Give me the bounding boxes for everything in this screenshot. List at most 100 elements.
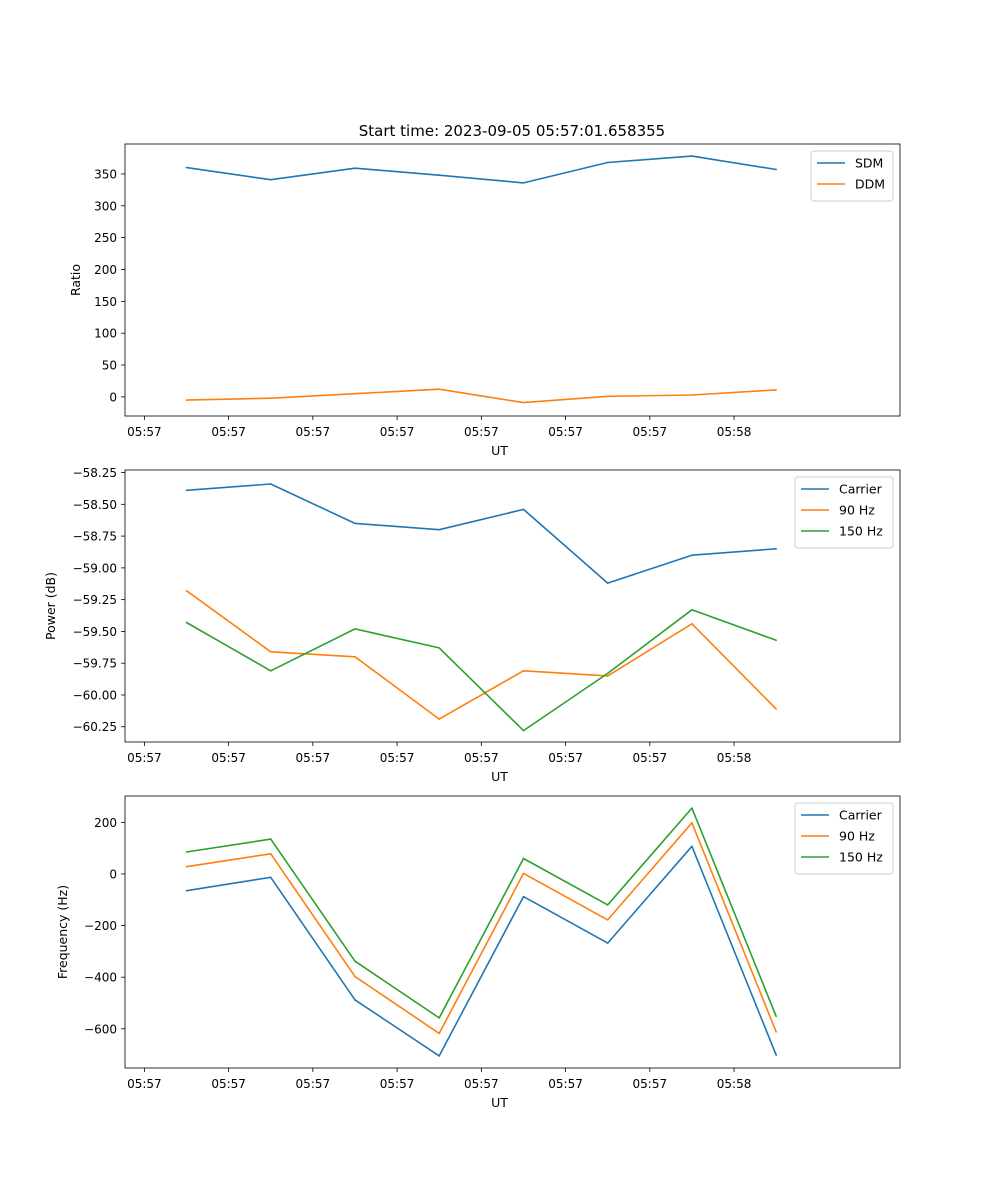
frequency-data-point: [606, 919, 609, 921]
power-series-carrier-line: [186, 483, 777, 584]
power-data-point: [185, 489, 188, 492]
frequency-data-point: [775, 1015, 777, 1018]
power-legend-label: 90 Hz: [839, 503, 875, 518]
frequency-x-tick-label: 05:57: [633, 1077, 668, 1091]
ratio-legend-label: SDM: [855, 156, 883, 171]
power-data-point: [691, 554, 693, 556]
power-data-point: [522, 670, 525, 672]
frequency-series-150-hz-line: [186, 807, 777, 1019]
ratio-data-point: [269, 397, 272, 399]
power-panel: 05:57 05:57 05:57 05:57 05:57 05:57 05:57 05:58…: [43, 466, 901, 784]
frequency-data-point: [775, 1054, 777, 1056]
power-data-point: [354, 522, 356, 525]
power-x-tick-label: 05:57: [296, 751, 331, 765]
power-legend-label: Carrier: [839, 482, 883, 497]
frequency-data-point: [691, 822, 693, 824]
frequency-x-tick-label: 05:57: [127, 1077, 162, 1091]
ratio-y-tick-label: 0: [109, 390, 117, 404]
frequency-data-point: [691, 807, 693, 809]
ratio-series-ddm-line: [186, 388, 777, 404]
power-data-point: [775, 708, 777, 710]
frequency-data-point: [185, 889, 188, 892]
ratio-y-axis-label: Ratio: [68, 264, 83, 296]
power-legend-label: 150 Hz: [839, 524, 883, 539]
power-data-point: [691, 622, 693, 625]
frequency-legend-label: Carrier: [839, 808, 883, 823]
ratio-data-point: [775, 389, 777, 391]
power-data-point: [606, 672, 609, 675]
frequency-data-point: [269, 876, 272, 879]
power-data-point: [354, 628, 356, 630]
frequency-data-point: [438, 1055, 441, 1057]
power-data-point: [185, 589, 188, 592]
power-data-point: [606, 582, 609, 584]
power-data-point: [354, 656, 356, 658]
power-data-point: [269, 670, 272, 672]
ratio-x-axis-label: UT: [491, 443, 508, 458]
frequency-x-tick-label: 05:57: [548, 1077, 583, 1091]
ratio-axes-frame: [124, 143, 901, 417]
power-data-point: [269, 483, 272, 485]
ratio-x-tick-label: 05:57: [633, 425, 668, 439]
ratio-data-point: [354, 167, 356, 170]
power-data-point: [438, 528, 441, 531]
ratio-data-point: [438, 174, 441, 177]
frequency-legend-label: 150 Hz: [839, 850, 883, 865]
power-y-tick-label: −58.50: [73, 498, 117, 512]
frequency-data-point: [606, 942, 609, 944]
ratio-y-tick-label: 200: [94, 263, 117, 277]
ratio-x-tick-label: 05:58: [717, 425, 752, 439]
power-data-point: [522, 508, 525, 511]
frequency-data-point: [354, 999, 356, 1001]
frequency-legend-label: 90 Hz: [839, 829, 875, 844]
frequency-x-tick-label: 05:57: [211, 1077, 246, 1091]
power-y-tick-label: −58.25: [73, 466, 117, 480]
frequency-data-point: [522, 872, 525, 875]
ratio-data-point: [775, 168, 777, 171]
frequency-x-axis-label: UT: [491, 1095, 508, 1110]
power-y-tick-label: −59.25: [73, 593, 117, 607]
frequency-series-90-hz-line: [186, 821, 777, 1035]
figure-title: Start time: 2023-09-05 05:57:01.658355: [359, 122, 665, 140]
power-y-tick-label: −59.50: [73, 625, 117, 639]
ratio-data-point: [691, 155, 693, 157]
frequency-data-point: [185, 851, 188, 853]
frequency-x-tick-label: 05:57: [380, 1077, 415, 1091]
frequency-data-point: [185, 865, 188, 868]
power-y-tick-label: −59.00: [73, 561, 117, 575]
frequency-data-point: [269, 838, 272, 840]
ratio-x-tick-label: 05:57: [464, 425, 499, 439]
power-data-point: [269, 650, 272, 653]
ratio-x-tick-label: 05:57: [296, 425, 331, 439]
frequency-x-tick-label: 05:58: [717, 1077, 752, 1091]
frequency-y-tick-label: 0: [109, 867, 117, 881]
power-axes-frame: [124, 469, 901, 743]
power-data-point: [606, 675, 609, 677]
power-x-tick-label: 05:57: [633, 751, 668, 765]
power-y-tick-label: −60.00: [73, 688, 117, 702]
ratio-y-tick-label: 350: [94, 167, 117, 181]
ratio-legend-label: DDM: [855, 177, 885, 192]
frequency-y-tick-label: −400: [84, 971, 117, 985]
frequency-legend: Carrier 90 Hz 150 Hz: [794, 802, 894, 875]
power-x-tick-label: 05:57: [211, 751, 246, 765]
ratio-data-point: [354, 392, 356, 395]
frequency-data-point: [691, 845, 693, 848]
frequency-data-point: [522, 895, 525, 898]
frequency-y-tick-label: −600: [84, 1022, 117, 1036]
power-data-point: [438, 647, 441, 649]
power-data-point: [775, 548, 777, 550]
ratio-x-tick-label: 05:57: [380, 425, 415, 439]
frequency-y-tick-label: −200: [84, 919, 117, 933]
power-y-tick-label: −58.75: [73, 530, 117, 544]
power-x-tick-label: 05:58: [717, 751, 752, 765]
ratio-data-point: [438, 388, 441, 391]
power-data-point: [522, 729, 525, 732]
ratio-data-point: [522, 182, 525, 184]
power-x-tick-label: 05:57: [380, 751, 415, 765]
ratio-data-point: [269, 178, 272, 181]
power-x-axis-label: UT: [491, 769, 508, 784]
frequency-data-point: [354, 975, 356, 978]
power-y-axis-label: Power (dB): [43, 572, 58, 640]
